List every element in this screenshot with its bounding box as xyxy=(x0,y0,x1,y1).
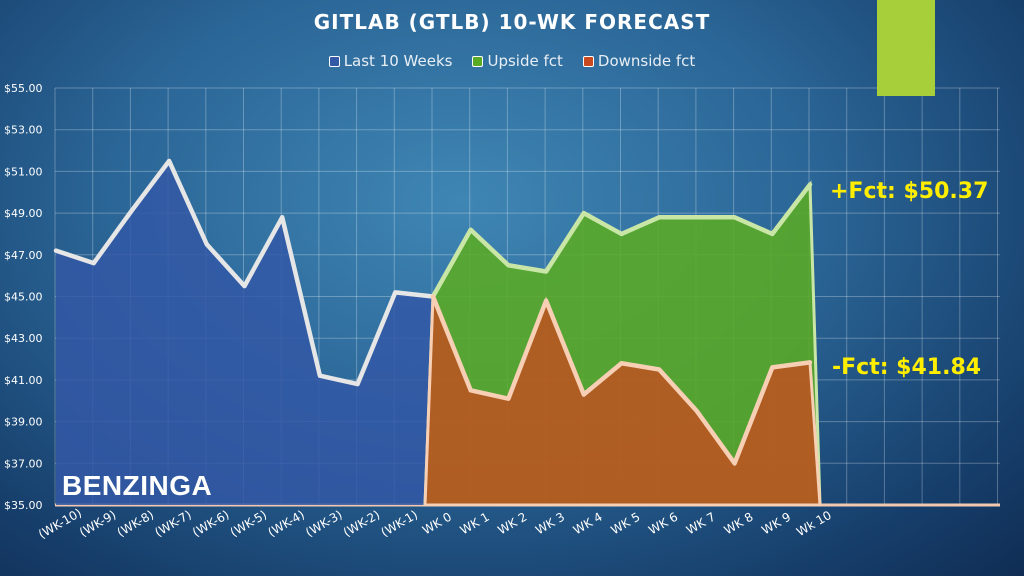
point-downside-fct-14 xyxy=(581,392,586,397)
x-tick-label: (WK-5) xyxy=(228,508,269,540)
upside-forecast-label: +Fct: $50.37 xyxy=(830,179,988,204)
legend: Last 10 Weeks Upside fct Downside fct xyxy=(0,52,1024,70)
point-last-10-weeks-8 xyxy=(355,382,360,387)
x-tick-label: WK 7 xyxy=(684,510,718,538)
y-tick-label: $35.00 xyxy=(4,499,43,512)
point-upside-fct-16 xyxy=(657,215,662,220)
x-tick-label: WK 0 xyxy=(420,510,454,538)
x-tick-label: WK 9 xyxy=(759,510,793,538)
y-tick-label: $51.00 xyxy=(4,165,43,178)
brand-logo: BENZINGA xyxy=(62,470,213,501)
point-last-10-weeks-2 xyxy=(129,209,134,214)
point-upside-fct-20 xyxy=(808,182,812,187)
legend-item-upside-fct: Upside fct xyxy=(472,52,563,70)
x-tick-label: (WK-1) xyxy=(379,508,420,540)
y-tick-label: $53.00 xyxy=(4,124,43,137)
chart-title: GITLAB (GTLB) 10-WK FORECAST xyxy=(313,10,711,34)
point-downside-fct-19 xyxy=(770,365,775,370)
point-last-10-weeks-6 xyxy=(280,215,285,220)
legend-item-downside-fct: Downside fct xyxy=(582,52,696,70)
legend-swatch-last-10-weeks xyxy=(328,55,340,67)
x-axis-ticks: (WK-10)(WK-9)(WK-8)(WK-7)(WK-6)(WK-5)(WK… xyxy=(36,506,834,542)
point-upside-fct-11 xyxy=(468,227,473,232)
x-tick-label: (WK-9) xyxy=(77,508,118,540)
point-downside-fct-11 xyxy=(468,388,473,393)
point-upside-fct-15 xyxy=(619,231,624,236)
point-upside-fct-13 xyxy=(544,269,549,274)
y-tick-label: $47.00 xyxy=(4,249,43,262)
point-downside-fct-15 xyxy=(619,361,624,366)
point-upside-fct-19 xyxy=(770,231,775,236)
x-tick-label: WK 3 xyxy=(533,510,567,538)
point-last-10-weeks-7 xyxy=(317,373,322,378)
point-downside-fct-12 xyxy=(506,396,511,401)
x-tick-label: WK 4 xyxy=(571,510,605,538)
point-last-10-weeks-3 xyxy=(167,158,172,163)
y-tick-label: $49.00 xyxy=(4,207,43,220)
y-tick-label: $37.00 xyxy=(4,457,43,470)
x-tick-label: WK 2 xyxy=(495,510,529,538)
point-last-10-weeks-5 xyxy=(242,284,247,289)
y-tick-label: $55.00 xyxy=(4,82,43,95)
x-tick-label: WK 1 xyxy=(458,510,492,538)
legend-item-last-10-weeks: Last 10 Weeks xyxy=(328,52,453,70)
legend-label-upside-fct: Upside fct xyxy=(487,52,563,70)
point-downside-fct-18 xyxy=(732,461,737,466)
point-downside-fct-10 xyxy=(431,294,435,299)
point-upside-fct-12 xyxy=(506,263,511,268)
y-tick-label: $45.00 xyxy=(4,291,43,304)
x-tick-label: (WK-7) xyxy=(152,508,193,540)
y-tick-label: $43.00 xyxy=(4,332,43,345)
point-downside-fct-20 xyxy=(808,360,812,365)
legend-swatch-upside-fct xyxy=(472,55,484,67)
x-tick-label: (WK-3) xyxy=(303,508,344,540)
series-lines xyxy=(53,158,813,466)
y-axis-ticks: $35.00 $37.00 $39.00 $41.00 $43.00 $45.00 $47.… xyxy=(4,82,43,512)
point-downside-fct-13 xyxy=(544,298,549,303)
point-downside-fct-17 xyxy=(694,409,699,414)
y-tick-label: $39.00 xyxy=(4,416,43,429)
x-tick-label: (WK-2) xyxy=(341,508,382,540)
x-tick-label: WK 5 xyxy=(608,510,642,538)
x-tick-label: WK 8 xyxy=(722,510,756,538)
x-tick-label: (WK-10) xyxy=(36,506,84,542)
legend-swatch-downside-fct xyxy=(582,55,594,67)
point-last-10-weeks-4 xyxy=(204,242,209,247)
x-tick-label: WK 6 xyxy=(646,510,680,538)
x-tick-label: (WK-6) xyxy=(190,508,231,540)
accent-bar xyxy=(877,0,935,96)
point-last-10-weeks-1 xyxy=(91,261,96,266)
downside-forecast-label: -Fct: $41.84 xyxy=(832,355,981,380)
x-tick-label: Wk 10 xyxy=(794,508,834,539)
point-upside-fct-18 xyxy=(732,215,737,220)
area-last-10-weeks xyxy=(56,160,433,505)
point-upside-fct-14 xyxy=(581,211,586,216)
point-upside-fct-17 xyxy=(694,215,699,220)
x-tick-label: (WK-4) xyxy=(265,508,306,540)
point-last-10-weeks-9 xyxy=(393,290,398,295)
series-areas xyxy=(56,160,822,507)
legend-label-downside-fct: Downside fct xyxy=(597,52,696,70)
legend-label-last-10-weeks: Last 10 Weeks xyxy=(343,52,453,70)
point-last-10-weeks-0 xyxy=(54,248,58,253)
y-tick-label: $41.00 xyxy=(4,374,43,387)
x-tick-label: (WK-8) xyxy=(115,508,156,540)
point-downside-fct-16 xyxy=(657,367,662,372)
